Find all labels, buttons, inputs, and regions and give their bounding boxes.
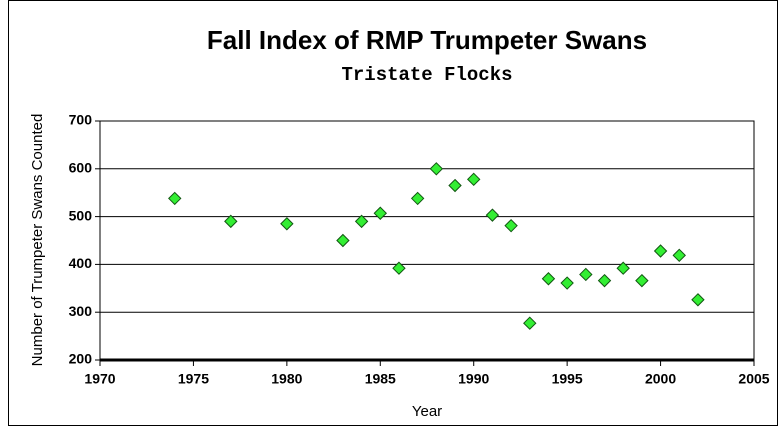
- point: [560, 276, 574, 290]
- y-tick-label: 400: [69, 255, 93, 271]
- point: [541, 272, 556, 286]
- point: [280, 217, 294, 231]
- point: [410, 191, 425, 206]
- x-tick-label: 2005: [738, 371, 769, 387]
- chart-border: [8, 0, 778, 426]
- point: [485, 208, 500, 222]
- point: [672, 248, 686, 263]
- x-tick-label: 1990: [458, 371, 489, 387]
- point: [448, 178, 462, 193]
- point: [653, 244, 668, 258]
- x-tick-label: 1980: [271, 371, 302, 387]
- point: [429, 162, 444, 176]
- point: [597, 273, 612, 288]
- point: [392, 261, 406, 275]
- point: [579, 267, 593, 282]
- y-tick-label: 200: [69, 351, 93, 367]
- x-tick-label: 1970: [84, 371, 115, 387]
- point: [168, 191, 182, 206]
- x-tick-label: 2000: [645, 371, 676, 387]
- point: [504, 218, 518, 233]
- chart-subtitle: Tristate Flocks: [341, 64, 512, 86]
- point: [354, 214, 369, 229]
- point: [691, 293, 705, 307]
- y-axis-label: Number of Trumpeter Swans Counted: [29, 114, 46, 367]
- y-tick-label: 500: [69, 207, 93, 223]
- y-tick-label: 600: [69, 160, 93, 176]
- x-tick-label: 1985: [365, 371, 396, 387]
- point: [635, 273, 649, 288]
- chart-title: Fall Index of RMP Trumpeter Swans: [207, 25, 647, 55]
- y-tick-label: 300: [69, 303, 93, 319]
- point: [373, 206, 387, 220]
- point: [523, 316, 537, 330]
- x-tick-label: 1995: [552, 371, 583, 387]
- plot-area: [99, 120, 755, 361]
- point: [616, 261, 630, 275]
- x-axis-label: Year: [412, 403, 442, 420]
- y-tick-label: 700: [69, 112, 93, 128]
- point: [336, 233, 350, 248]
- x-tick-label: 1975: [178, 371, 209, 387]
- point: [224, 214, 238, 229]
- point: [467, 172, 481, 187]
